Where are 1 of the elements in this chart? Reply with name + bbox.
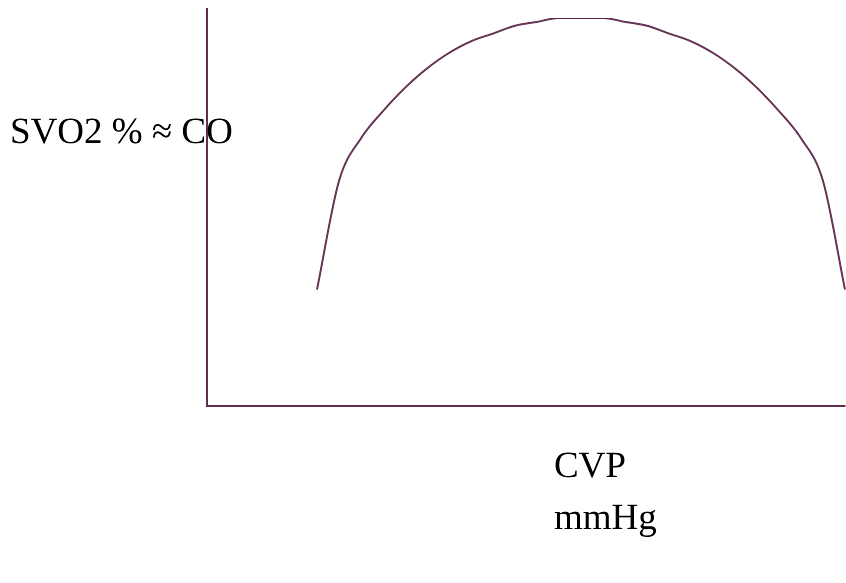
x-axis-title: CVP mmHg: [554, 444, 658, 540]
